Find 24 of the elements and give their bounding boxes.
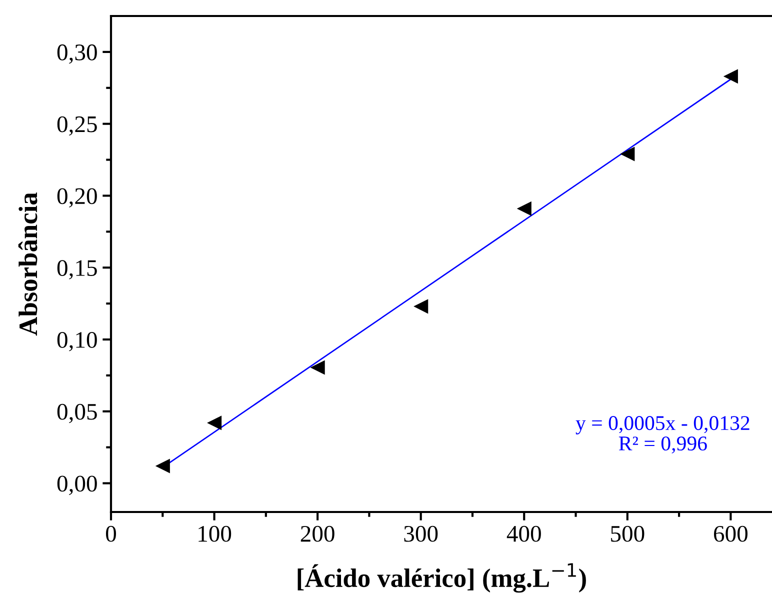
point [155,458,170,474]
point [207,416,222,430]
y-tick-label: 0,00 [57,476,97,496]
y-tick-label: 0,20 [57,188,97,208]
x-tick-label: 600 [714,526,748,542]
y-tick-label: 0,05 [57,404,97,424]
x-tick-label: 200 [300,526,334,542]
x-tick-label: 0 [106,526,116,542]
y-tick-label: 0,25 [57,116,97,136]
x-tick-label: 100 [198,526,232,542]
x-axis-title: [Ácido valérico] (mg.L$^{−1}$) [298,563,586,593]
y-axis-title: Absorbância [18,192,38,336]
x-tick-label: 400 [506,526,541,542]
x-tick-label: 500 [611,526,644,542]
point [620,146,635,162]
annotation: y = 0,0005x - 0,0132 R² = 0,996 [576,416,750,454]
point [414,299,428,314]
y-tick-label: 0,15 [57,260,97,280]
point [310,360,325,375]
point [723,69,738,84]
y-tick-label: 0,10 [57,332,97,352]
x-tick-label: 300 [404,526,438,542]
y-tick-label: 0,30 [57,44,97,64]
point [516,201,532,216]
